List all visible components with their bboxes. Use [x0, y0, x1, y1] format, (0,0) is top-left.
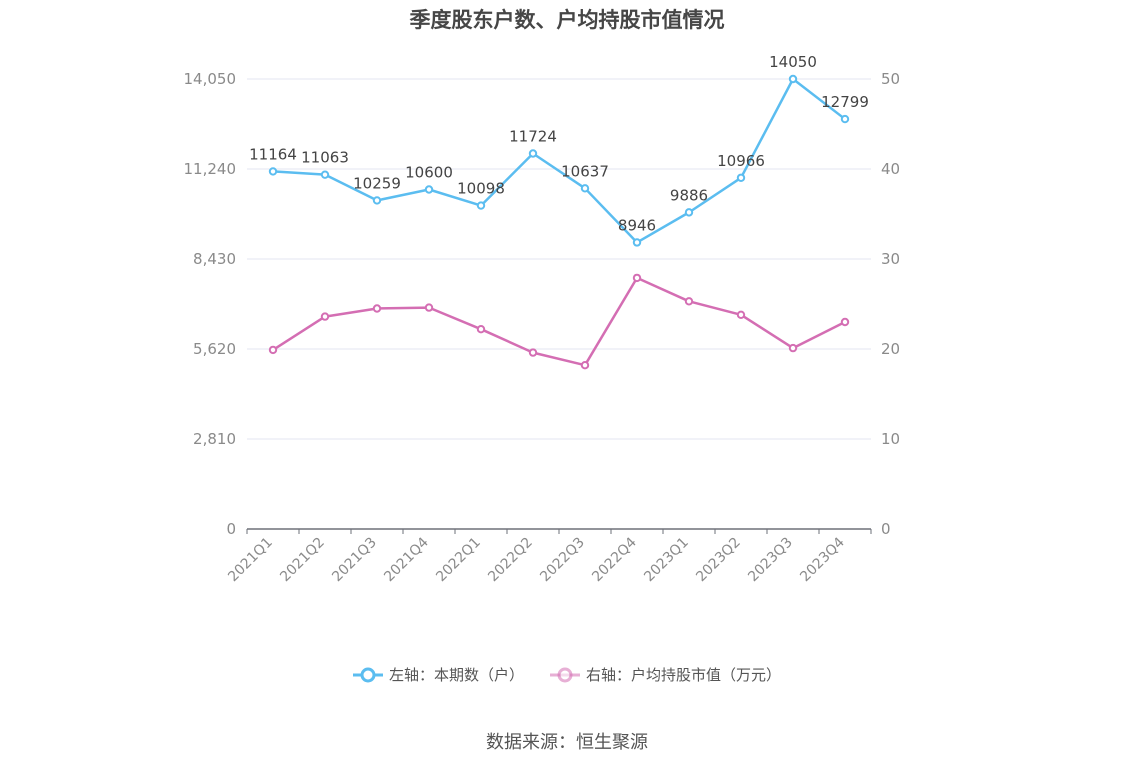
x-tick-label: 2021Q1 — [225, 535, 276, 586]
data-point — [268, 167, 278, 176]
x-tick-label: 2023Q3 — [745, 535, 796, 586]
data-point — [684, 297, 694, 306]
data-label: 11724 — [509, 127, 557, 145]
data-point — [840, 317, 850, 327]
y-left-tick-label: 5,620 — [193, 340, 236, 358]
y-right-tick-label: 50 — [881, 70, 900, 88]
series — [268, 74, 850, 370]
data-point — [788, 74, 798, 84]
x-tick-label: 2023Q2 — [693, 535, 744, 586]
data-point — [632, 273, 642, 283]
data-label: 10098 — [457, 180, 505, 198]
data-point — [476, 325, 486, 334]
data-label: 10259 — [353, 174, 401, 192]
data-label: 8946 — [618, 216, 656, 234]
x-tick-label: 2022Q4 — [589, 534, 640, 585]
y-right-tick-label: 40 — [881, 160, 900, 178]
legend-label-left-series: 左轴：本期数（户） — [388, 666, 524, 684]
data-label: 10966 — [717, 152, 765, 170]
data-point — [580, 184, 590, 193]
y-left-tick-label: 0 — [226, 520, 236, 538]
data-point — [372, 196, 382, 205]
y-right-tick-label: 20 — [881, 340, 900, 358]
data-point — [268, 345, 278, 355]
y-left-tick-label: 8,430 — [193, 250, 236, 268]
x-tick-label: 2023Q1 — [641, 535, 692, 586]
x-tick-label: 2021Q2 — [277, 535, 328, 586]
data-label: 14050 — [769, 53, 817, 71]
data-point — [788, 343, 798, 353]
legend-item-left-series[interactable]: 左轴：本期数（户） — [352, 664, 524, 685]
data-label: 9886 — [670, 186, 708, 204]
y-right-tick-label: 10 — [881, 430, 900, 448]
data-label: 12799 — [821, 93, 869, 111]
data-point — [632, 238, 642, 247]
data-point — [320, 312, 330, 321]
data-point — [424, 185, 434, 194]
data-label: 11164 — [249, 145, 297, 163]
data-point — [476, 201, 486, 210]
x-tick-label: 2022Q2 — [485, 535, 536, 586]
data-point — [372, 304, 382, 313]
series-line-1 — [272, 276, 846, 367]
y-right-tick-label: 30 — [881, 250, 900, 268]
legend-line-circle-icon — [352, 667, 383, 682]
data-point — [528, 149, 538, 158]
x-tick-label: 2022Q1 — [433, 535, 484, 586]
x-tick-label: 2023Q4 — [797, 534, 848, 585]
data-point — [528, 348, 538, 357]
source-note: 数据来源：恒生聚源 — [486, 732, 648, 753]
data-point — [736, 173, 746, 182]
gridlines — [247, 78, 871, 440]
legend[interactable]: 左轴：本期数（户） 右轴：户均持股市值（万元） — [0, 664, 1134, 685]
data-point — [320, 170, 330, 179]
y-left-tick-label: 2,810 — [193, 430, 236, 448]
legend-line-circle-icon — [550, 667, 580, 682]
data-point — [840, 114, 850, 124]
data-label: 10600 — [405, 163, 453, 181]
x-tick-label: 2022Q3 — [537, 535, 588, 586]
legend-label-right-series: 右轴：户均持股市值（万元） — [586, 666, 782, 684]
legend-item-right-series[interactable]: 右轴：户均持股市值（万元） — [550, 664, 781, 685]
data-label: 10637 — [561, 162, 609, 180]
x-tick-label: 2021Q3 — [329, 535, 380, 586]
data-point — [684, 208, 694, 217]
data-point — [424, 303, 434, 312]
y-left-tick-label: 14,050 — [184, 70, 237, 88]
series-line-0 — [272, 77, 846, 244]
chart-title: 季度股东户数、户均持股市值情况 — [409, 8, 725, 32]
data-point — [580, 361, 590, 370]
y-right-tick-label: 0 — [881, 520, 891, 538]
x-tick-label: 2021Q4 — [381, 534, 432, 585]
data-point — [736, 310, 746, 319]
y-left-tick-label: 11,240 — [184, 160, 237, 178]
data-label: 11063 — [301, 149, 349, 167]
